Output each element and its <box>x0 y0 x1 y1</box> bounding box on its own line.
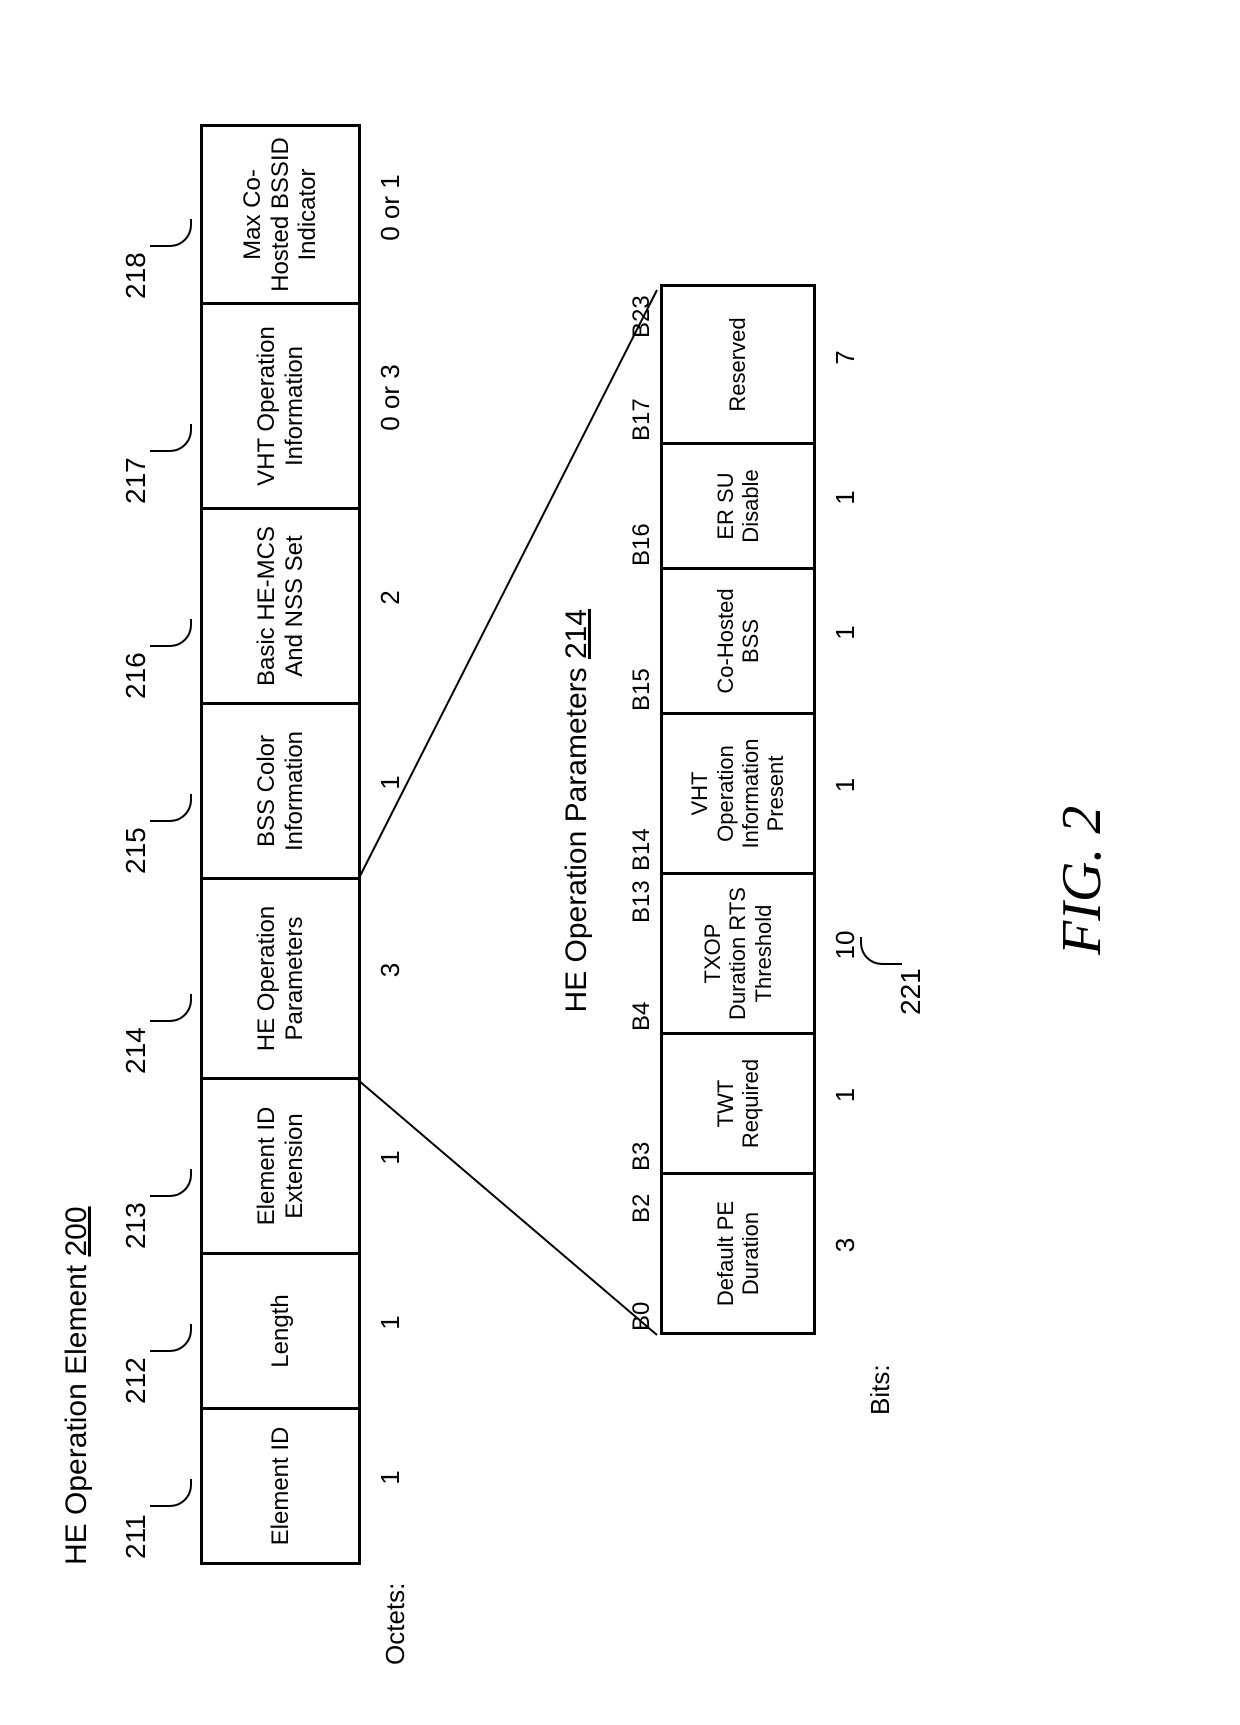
sub-title: HE Operation Parameters 214 <box>560 609 594 1013</box>
octets-value: 0 or 3 <box>375 358 406 438</box>
ref-number: 218 <box>120 252 152 299</box>
octets-value: 1 <box>375 1438 406 1518</box>
octets-value: 0 or 1 <box>375 168 406 248</box>
ref-221: 221 <box>895 968 927 1015</box>
ref-number: 214 <box>120 1027 152 1074</box>
figure-label: FIG. 2 <box>1050 806 1114 955</box>
bottom-field-cell: Reserved <box>663 287 813 442</box>
bottom-field-cell: ER SU Disable <box>663 442 813 567</box>
octets-value: 1 <box>375 1283 406 1363</box>
octets-value: 1 <box>375 1118 406 1198</box>
bit-label-left: B0 <box>628 1302 656 1331</box>
bits-value: 1 <box>830 603 861 663</box>
octets-value: 1 <box>375 743 406 823</box>
octets-value: 3 <box>375 930 406 1010</box>
ref-number: 215 <box>120 827 152 874</box>
bottom-field-cell: Co-Hosted BSS <box>663 567 813 712</box>
bit-label-right: B2 <box>628 1194 656 1223</box>
bits-value: 1 <box>830 755 861 815</box>
octets-value: 2 <box>375 558 406 638</box>
ref-number: 211 <box>120 1514 152 1559</box>
bit-label-left: B14 <box>628 828 656 871</box>
bits-value: 1 <box>830 1065 861 1125</box>
bit-label-left: B3 <box>628 1142 656 1171</box>
bit-label-left: B4 <box>628 1002 656 1031</box>
sub-title-number: 214 <box>560 609 593 659</box>
bottom-field-cell: Default PE Duration <box>663 1172 813 1332</box>
ref-number: 212 <box>120 1357 152 1404</box>
bottom-field-cell: VHT Operation Information Present <box>663 712 813 872</box>
bits-value: 10 <box>830 915 861 975</box>
bits-axis-label: Bits: <box>865 1364 896 1415</box>
ref-number: 216 <box>120 652 152 699</box>
bit-label-right: B13 <box>628 880 656 923</box>
bit-label-left: B15 <box>628 668 656 711</box>
bottom-field-cell: TWT Required <box>663 1032 813 1172</box>
bottom-field-cell: TXOP Duration RTS Threshold <box>663 872 813 1032</box>
bit-label-right: B23 <box>628 295 656 338</box>
ref-number: 213 <box>120 1202 152 1249</box>
ref-number: 217 <box>120 457 152 504</box>
bit-label-left: B16 <box>628 523 656 566</box>
bit-label-left: B17 <box>628 398 656 441</box>
bits-value: 1 <box>830 468 861 528</box>
bits-value: 7 <box>830 328 861 388</box>
sub-title-text: HE Operation Parameters <box>560 667 593 1012</box>
bottom-field-row: Default PE DurationTWT RequiredTXOP Dura… <box>660 284 816 1335</box>
bits-value: 3 <box>830 1215 861 1275</box>
